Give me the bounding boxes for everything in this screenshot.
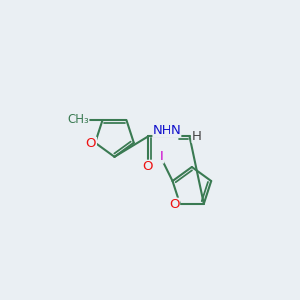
Text: I: I <box>160 150 164 163</box>
Text: O: O <box>169 198 179 212</box>
Text: CH₃: CH₃ <box>67 113 89 126</box>
Text: O: O <box>142 160 152 173</box>
Text: NH: NH <box>153 124 173 136</box>
Text: H: H <box>192 130 202 142</box>
Text: O: O <box>86 137 96 150</box>
Text: N: N <box>171 124 181 136</box>
